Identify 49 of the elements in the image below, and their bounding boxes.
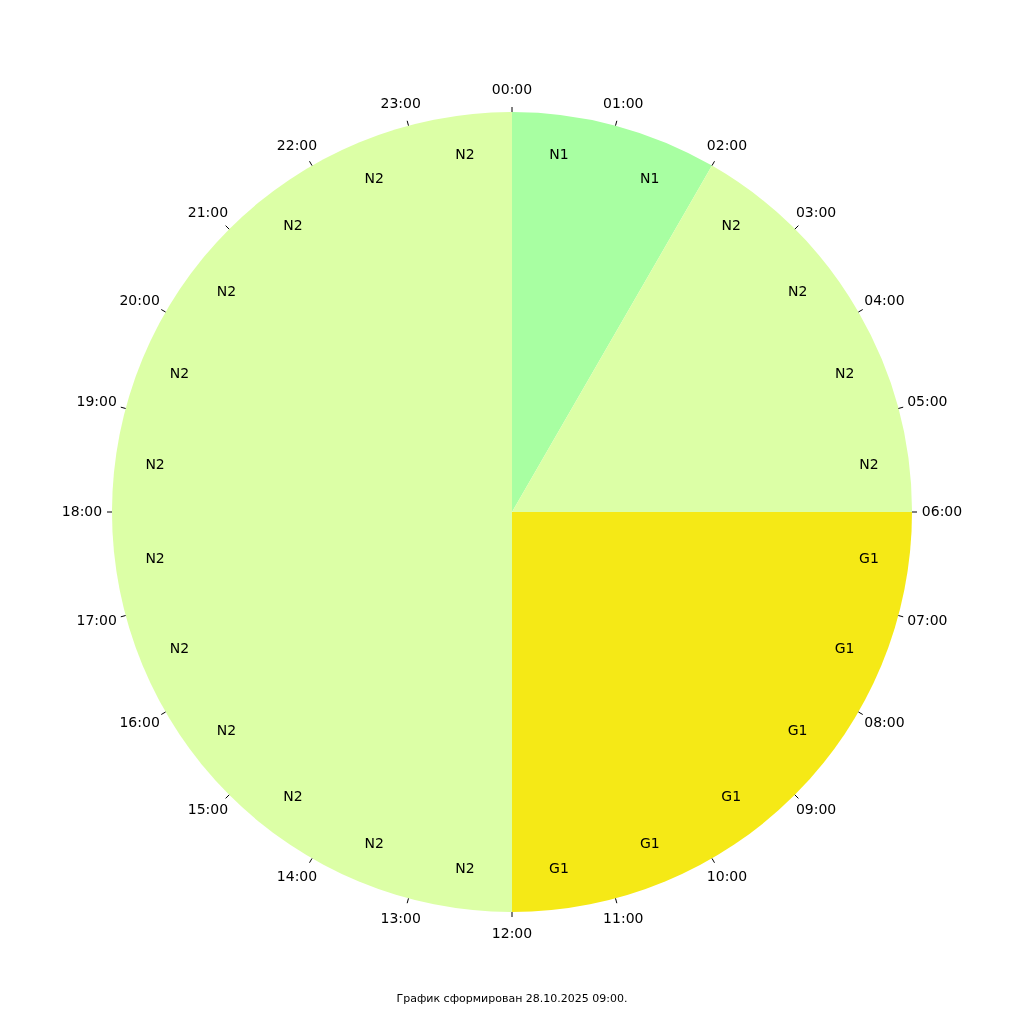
slice-label: N2 [283, 217, 303, 234]
text: 17:00 [76, 611, 117, 628]
slice-label: G1 [834, 640, 855, 657]
slice-label: N2 [859, 455, 879, 472]
slice-label: G1 [549, 859, 569, 876]
slice-label: N2 [834, 364, 855, 381]
slice-label: N2 [787, 283, 808, 300]
slice-label: G1 [787, 721, 808, 738]
slice-label: N1 [640, 170, 660, 187]
text: 03:00 [795, 204, 837, 221]
slice-label: G1 [639, 835, 660, 852]
slice-label: N2 [216, 283, 237, 300]
text: 22:00 [276, 137, 318, 154]
text: 01:00 [603, 95, 644, 112]
text: 02:00 [706, 137, 748, 154]
text: 18:00 [61, 502, 103, 519]
slice-label: N2 [283, 788, 303, 805]
text: 16:00 [119, 713, 160, 730]
slice-label: N2 [721, 217, 741, 234]
text: 05:00 [907, 393, 948, 410]
text: 00:00 [491, 80, 533, 97]
text: 07:00 [907, 611, 948, 628]
slice-label: G1 [721, 788, 742, 805]
slice-label: N2 [169, 364, 190, 381]
text: 23:00 [380, 95, 421, 112]
text: 21:00 [187, 204, 229, 221]
slice-label: N2 [364, 835, 384, 852]
text: График сформирован 28.10.2025 09:00. [395, 992, 629, 1005]
slice-label: N2 [169, 640, 190, 657]
text: 13:00 [380, 910, 421, 927]
slice-label: N2 [364, 170, 384, 187]
text: 09:00 [795, 801, 837, 818]
slice-label: N2 [145, 549, 165, 566]
slice-label: N1 [549, 145, 569, 162]
text: 15:00 [187, 801, 229, 818]
text: 12:00 [491, 924, 533, 941]
text: 06:00 [921, 502, 963, 519]
text: 04:00 [864, 291, 905, 308]
slice-label: N2 [455, 859, 475, 876]
text: 11:00 [603, 910, 644, 927]
text: 08:00 [864, 713, 905, 730]
text: 19:00 [76, 393, 117, 410]
slice-label: G1 [859, 549, 879, 566]
text: 14:00 [276, 868, 318, 885]
text: 10:00 [706, 868, 748, 885]
slice-label: N2 [455, 145, 475, 162]
slice-label: N2 [216, 721, 237, 738]
slice-label: N2 [145, 455, 165, 472]
text: 20:00 [119, 291, 160, 308]
